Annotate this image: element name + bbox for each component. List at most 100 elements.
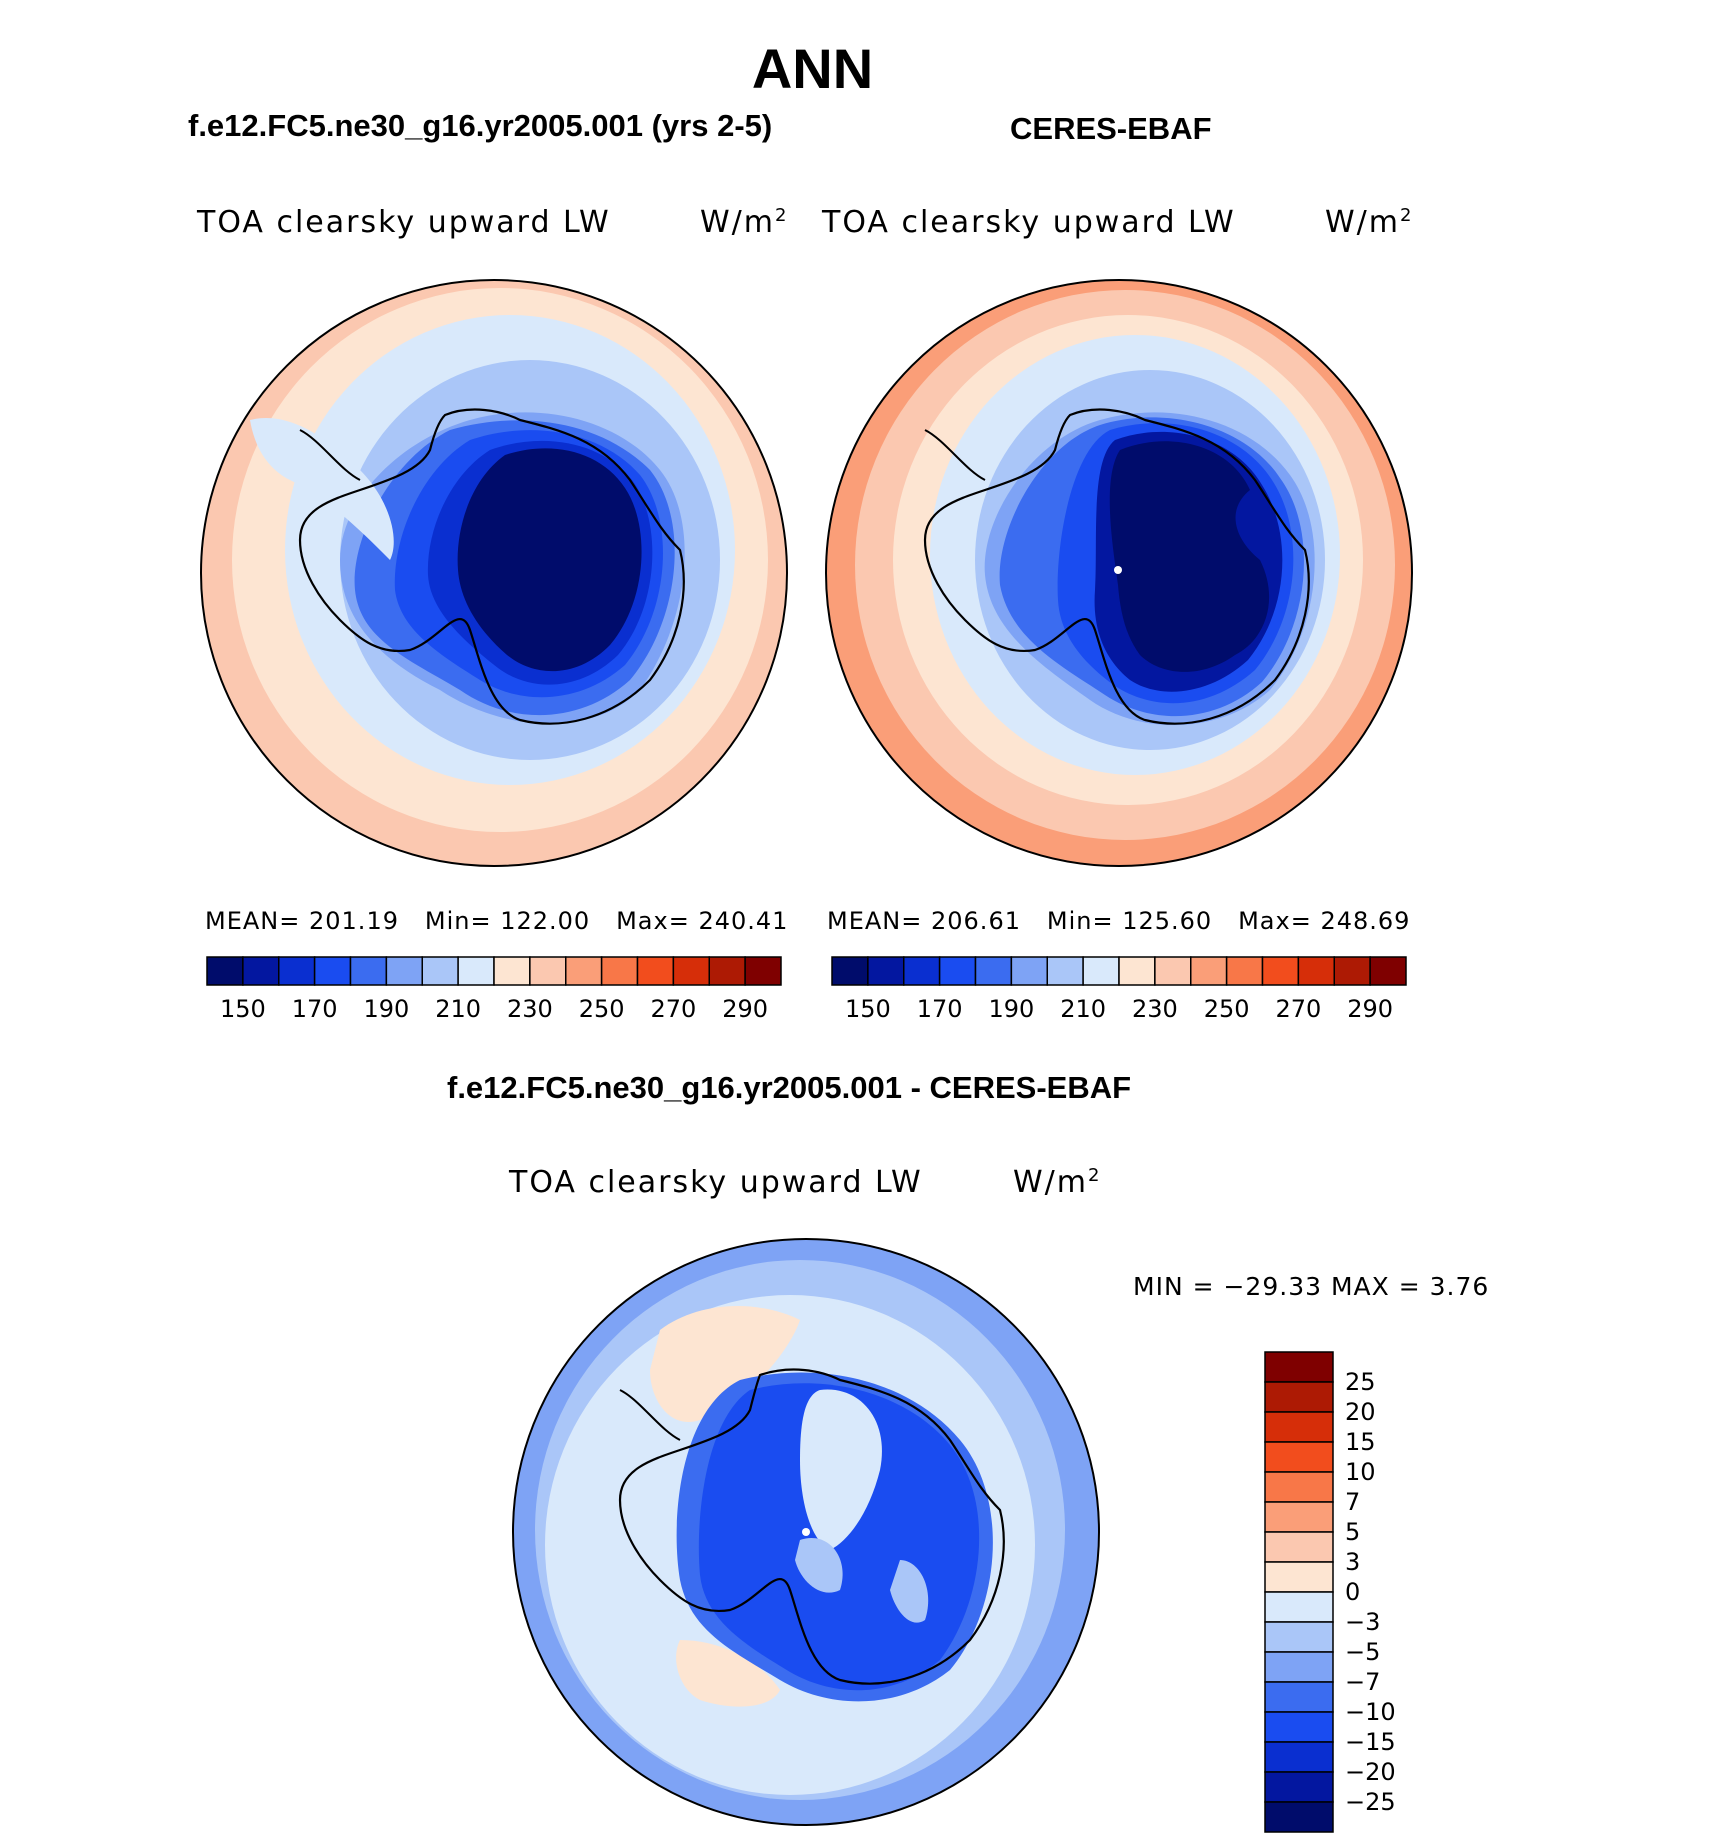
panel-2-coastline <box>923 408 1310 725</box>
difference-colorbar <box>1264 1351 1334 1833</box>
difference-colorbar-box <box>1264 1591 1334 1623</box>
panel-1-map <box>201 280 787 866</box>
difference-colorbar-box <box>1264 1741 1334 1773</box>
panel-2-colorbar-box <box>1333 956 1371 986</box>
difference-colorbar-tick-label: −5 <box>1345 1638 1381 1666</box>
panel-2-peninsula <box>924 429 986 481</box>
panel-2-colorbar-box <box>1297 956 1335 986</box>
difference-colorbar-tick-label: 0 <box>1345 1578 1361 1606</box>
panel-1-colorbar-tick-label: 290 <box>722 995 769 1023</box>
difference-colorbar-box <box>1264 1411 1334 1443</box>
difference-coastline <box>618 1368 1005 1685</box>
difference-colorbar-box <box>1264 1711 1334 1743</box>
panel-2-colorbar-tick-label: 210 <box>1060 995 1107 1023</box>
panel-2-colorbar-box <box>1118 956 1156 986</box>
panel-2-colorbar-box <box>867 956 905 986</box>
panel-1-colorbar-tick-label: 190 <box>363 995 410 1023</box>
panel-2-colorbar-box <box>1082 956 1120 986</box>
difference-colorbar-tick-label: −10 <box>1345 1698 1396 1726</box>
difference-colorbar-box <box>1264 1651 1334 1683</box>
difference-peninsula <box>619 1389 681 1441</box>
panel-1-colorbar-box <box>242 956 280 986</box>
panel-2-colorbar-box <box>1046 956 1084 986</box>
panel-1-variable: TOA clearsky upward LW <box>197 205 611 240</box>
difference-units: W/m2 <box>1013 1165 1102 1200</box>
panel-1-title: f.e12.FC5.ne30_g16.yr2005.001 (yrs 2-5) <box>188 108 773 143</box>
difference-colorbar-tick-label: −15 <box>1345 1728 1396 1756</box>
panel-2-colorbar-tick-label: 190 <box>988 995 1035 1023</box>
difference-colorbar-tick-label: 3 <box>1345 1548 1361 1576</box>
panel-1-colorbar-box <box>457 956 495 986</box>
panel-2-title: CERES-EBAF <box>1010 111 1212 146</box>
panel-1-peninsula <box>299 429 361 481</box>
difference-map <box>513 1239 1099 1825</box>
difference-colorbar-tick-label: −3 <box>1345 1608 1381 1636</box>
panel-2-colorbar-tick-label: 150 <box>844 995 891 1023</box>
difference-colorbar-tick-label: 25 <box>1345 1368 1376 1396</box>
panel-1-colorbar-box <box>349 956 388 986</box>
panel-2-map <box>826 280 1412 866</box>
panel-1-units: W/m2 <box>700 205 789 240</box>
panel-1-colorbar-tick-label: 230 <box>506 995 553 1023</box>
difference-colorbar-tick-label: 5 <box>1345 1518 1361 1546</box>
difference-colorbar-tick-label: 7 <box>1345 1488 1361 1516</box>
difference-colorbar-box <box>1264 1531 1334 1563</box>
panel-2-colorbar-box <box>903 956 941 986</box>
panel-2-colorbar-box <box>1369 956 1407 986</box>
difference-colorbar-tick-label: −20 <box>1345 1758 1396 1786</box>
difference-colorbar-box <box>1264 1681 1334 1713</box>
panel-1-colorbar-box <box>600 956 639 986</box>
panel-1-colorbar-tick-label: 270 <box>650 995 697 1023</box>
panel-1-colorbar-box <box>385 956 423 986</box>
difference-colorbar-box <box>1264 1621 1334 1653</box>
difference-colorbar-tick-label: −25 <box>1345 1788 1396 1816</box>
panel-1-colorbar-box <box>278 956 316 986</box>
difference-map-border <box>512 1238 1100 1826</box>
panel-1-colorbar-box <box>421 956 459 986</box>
difference-variable: TOA clearsky upward LW <box>509 1165 923 1200</box>
panel-2-colorbar-box <box>1261 956 1300 986</box>
panel-2-stats: MEAN= 206.61 Min= 125.60 Max= 248.69 <box>827 907 1411 935</box>
difference-min-max: MIN = −29.33 MAX = 3.76 <box>1133 1272 1490 1301</box>
panel-2-colorbar-box <box>974 956 1013 986</box>
panel-1-coastline <box>298 408 685 725</box>
panel-1-colorbar-box <box>206 956 244 986</box>
panel-1-colorbar-box <box>493 956 531 986</box>
difference-colorbar-box <box>1264 1471 1334 1503</box>
panel-1-colorbar-box <box>529 956 567 986</box>
panel-1-stats: MEAN= 201.19 Min= 122.00 Max= 240.41 <box>205 907 789 935</box>
panel-1-colorbar-box <box>708 956 746 986</box>
difference-colorbar-box <box>1264 1561 1334 1593</box>
panel-1-colorbar-tick-label: 210 <box>435 995 482 1023</box>
panel-2-colorbar-tick-label: 290 <box>1347 995 1394 1023</box>
difference-colorbar-box <box>1264 1801 1334 1833</box>
panel-2-map-border <box>825 279 1413 867</box>
figure-title: ANN <box>751 37 874 100</box>
panel-2-colorbar-tick-label: 270 <box>1275 995 1322 1023</box>
difference-colorbar-box <box>1264 1351 1334 1383</box>
panel-1-colorbar-box <box>636 956 675 986</box>
panel-1-colorbar-box <box>672 956 710 986</box>
panel-2-colorbar <box>831 956 1407 986</box>
panel-2-colorbar-tick-label: 250 <box>1203 995 1250 1023</box>
panel-2-colorbar-box <box>1010 956 1048 986</box>
panel-2-colorbar-box <box>938 956 977 986</box>
difference-title: f.e12.FC5.ne30_g16.yr2005.001 - CERES-EB… <box>447 1070 1132 1105</box>
difference-colorbar-tick-label: 10 <box>1345 1458 1376 1486</box>
difference-colorbar-box <box>1264 1771 1334 1803</box>
difference-colorbar-box <box>1264 1441 1334 1473</box>
panel-2-colorbar-box <box>1154 956 1192 986</box>
panel-2-colorbar-box <box>1225 956 1264 986</box>
panel-2-variable: TOA clearsky upward LW <box>822 205 1236 240</box>
difference-colorbar-box <box>1264 1501 1334 1533</box>
difference-colorbar-tick-label: 15 <box>1345 1428 1376 1456</box>
panel-2-colorbar-box <box>1190 956 1228 986</box>
panel-1-colorbar-tick-label: 150 <box>219 995 266 1023</box>
panel-1-colorbar-box <box>313 956 352 986</box>
panel-1-colorbar-tick-label: 170 <box>291 995 338 1023</box>
panel-1-map-border <box>200 279 788 867</box>
difference-colorbar-box <box>1264 1381 1334 1413</box>
panel-2-colorbar-tick-label: 230 <box>1131 995 1178 1023</box>
panel-1-colorbar <box>206 956 782 986</box>
